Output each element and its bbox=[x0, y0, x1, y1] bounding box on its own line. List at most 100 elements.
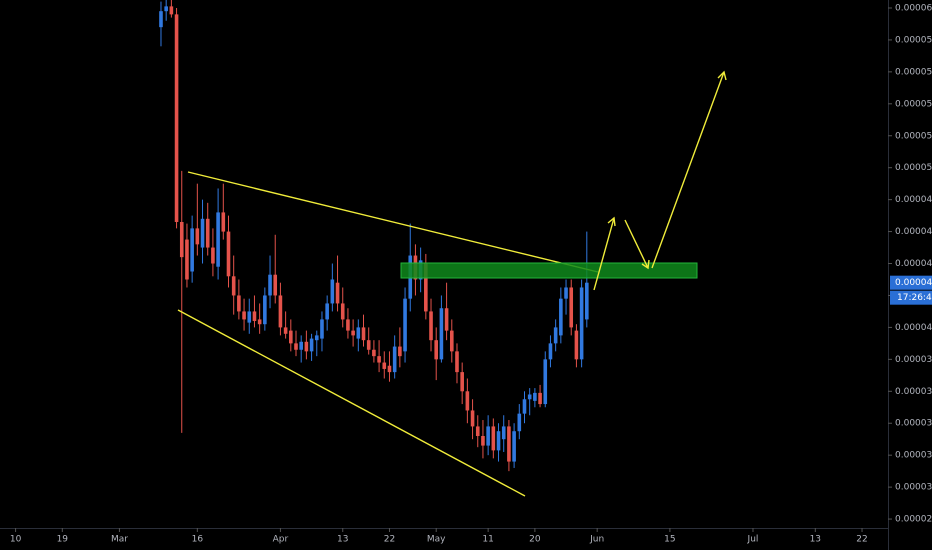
y-tick-label: 0.0000440 bbox=[895, 259, 932, 269]
candle-body bbox=[465, 391, 470, 411]
x-tick-label: Jun bbox=[589, 535, 604, 545]
candle-body bbox=[460, 372, 464, 392]
candle-body bbox=[216, 212, 220, 267]
candle-body bbox=[335, 282, 340, 304]
last-price-label: 0.0000428 bbox=[895, 278, 932, 288]
candle-body bbox=[346, 319, 350, 331]
x-tick-label: Mar bbox=[111, 535, 128, 545]
candle-body bbox=[475, 426, 480, 437]
candle-body bbox=[424, 263, 428, 312]
candle-body bbox=[200, 218, 205, 248]
y-tick-label: 0.0000600 bbox=[895, 3, 932, 13]
candle-body bbox=[507, 426, 511, 462]
arrow-head bbox=[717, 70, 727, 81]
candle-body bbox=[299, 341, 303, 350]
candle-body bbox=[289, 330, 293, 344]
candle-body bbox=[559, 298, 563, 336]
candle-body bbox=[403, 298, 407, 352]
candle-body bbox=[314, 335, 319, 341]
candle-body bbox=[439, 308, 444, 360]
last-price-box bbox=[890, 275, 932, 290]
candle-body bbox=[387, 365, 392, 373]
candle-body bbox=[242, 311, 246, 320]
x-tick-label: 16 bbox=[192, 535, 204, 545]
x-tick-label: 22 bbox=[384, 535, 395, 545]
candle-body bbox=[569, 287, 574, 328]
y-tick-label: 0.0000340 bbox=[895, 419, 932, 429]
y-tick-label: 0.0000520 bbox=[895, 131, 932, 141]
candle-body bbox=[205, 218, 210, 248]
candle-body bbox=[543, 359, 548, 405]
candle-body bbox=[309, 338, 314, 352]
candle-body bbox=[491, 426, 496, 451]
candle-body bbox=[252, 311, 257, 322]
candle-body bbox=[185, 239, 189, 280]
projection-arrow bbox=[624, 219, 649, 269]
candle-body bbox=[351, 330, 355, 336]
x-tick-label: 13 bbox=[810, 535, 821, 545]
candle-body bbox=[533, 392, 537, 401]
x-tick-label: Apr bbox=[273, 535, 289, 545]
y-tick-label: 0.0000540 bbox=[895, 99, 932, 109]
upper-trendline bbox=[187, 171, 599, 273]
candle-body bbox=[517, 413, 522, 432]
y-tick-label: 0.0000500 bbox=[895, 163, 932, 173]
y-tick-label: 0.0000480 bbox=[895, 195, 932, 205]
candle-body bbox=[512, 431, 516, 462]
y-tick-label: 0.0000400 bbox=[895, 323, 932, 333]
candle-body bbox=[159, 11, 163, 28]
x-tick-label: 22 bbox=[856, 535, 867, 545]
arrow-head bbox=[641, 259, 650, 270]
y-tick-label: 0.0000380 bbox=[895, 355, 932, 365]
y-tick-label: 0.0000280 bbox=[895, 515, 932, 525]
candle-body bbox=[356, 327, 361, 339]
candle-body bbox=[434, 340, 439, 360]
x-tick-label: 13 bbox=[337, 535, 348, 545]
candle-body bbox=[164, 6, 168, 12]
arrow-head bbox=[607, 216, 616, 227]
candle-body bbox=[330, 279, 335, 304]
candle-body bbox=[392, 346, 397, 373]
candle-body bbox=[257, 319, 262, 325]
candle-body bbox=[169, 6, 174, 15]
x-tick-label: 15 bbox=[664, 535, 675, 545]
candle-body bbox=[283, 327, 288, 334]
candle-body bbox=[398, 346, 402, 357]
candle-body bbox=[325, 303, 329, 320]
candle-body bbox=[481, 436, 485, 446]
candle-body bbox=[195, 228, 200, 245]
candle-body bbox=[455, 351, 459, 373]
candle-body bbox=[294, 343, 298, 350]
candle-body bbox=[304, 341, 309, 352]
candle-body bbox=[429, 311, 433, 341]
x-tick-label: 11 bbox=[482, 535, 493, 545]
candle-body bbox=[320, 319, 324, 339]
y-tick-label: 0.0000560 bbox=[895, 67, 932, 77]
projection-arrow bbox=[651, 71, 725, 269]
candle-body bbox=[585, 282, 589, 320]
y-tick-label: 0.0000360 bbox=[895, 387, 932, 397]
candle-body bbox=[382, 362, 387, 369]
candle-body bbox=[231, 276, 236, 296]
candle-body bbox=[527, 394, 532, 400]
candle-body bbox=[486, 426, 490, 446]
candle-body bbox=[501, 426, 506, 440]
y-tick-label: 0.0000300 bbox=[895, 483, 932, 493]
drawings bbox=[177, 70, 727, 497]
y-tick-label: 0.0000460 bbox=[895, 227, 932, 237]
countdown-label: 17:26:48 bbox=[897, 293, 932, 303]
candle-body bbox=[470, 410, 475, 427]
candle-body bbox=[263, 295, 267, 325]
axes: 0.0000280 0.0000300 0.0000320 0.0000340 0.00… bbox=[10, 3, 932, 545]
candle-body bbox=[574, 330, 579, 360]
projection-arrow bbox=[593, 217, 615, 291]
candle-body bbox=[179, 221, 184, 258]
candle-body bbox=[174, 14, 179, 222]
candle-body bbox=[522, 399, 527, 414]
candle-body bbox=[278, 295, 283, 328]
countdown-box bbox=[890, 290, 932, 305]
candle-body bbox=[548, 343, 553, 360]
candle-body bbox=[190, 228, 194, 272]
